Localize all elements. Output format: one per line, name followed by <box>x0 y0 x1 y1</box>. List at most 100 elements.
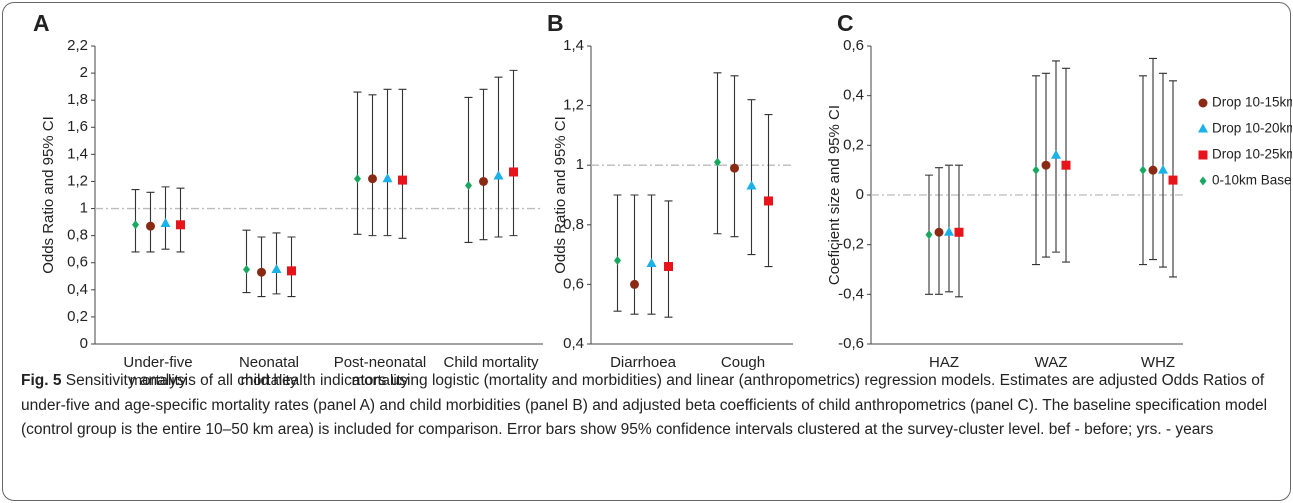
error-bar <box>494 76 503 238</box>
point <box>954 227 964 237</box>
y-tick-label: 0 <box>856 186 864 203</box>
y-tick-label: 0,8 <box>67 227 88 244</box>
error-bar <box>368 94 377 237</box>
error-bar <box>464 96 473 243</box>
y-tick-label: 1 <box>80 200 88 217</box>
y-tick-label: 0,4 <box>843 87 864 104</box>
x-tick-label: Post-neonatal mortality <box>333 354 427 389</box>
y-tick-label: 1,4 <box>67 145 88 162</box>
point <box>493 170 504 180</box>
y-tick-label: 0,6 <box>563 275 584 292</box>
point <box>1051 149 1061 159</box>
error-bar <box>272 232 281 295</box>
point <box>944 226 954 236</box>
point <box>176 220 185 230</box>
x-tick-label: HAZ <box>929 354 959 371</box>
panel-label: B <box>547 10 564 36</box>
point <box>746 180 757 190</box>
error-bar <box>664 200 673 318</box>
point <box>257 267 266 277</box>
y-tick-label: 0 <box>80 335 88 352</box>
y-tick-label: 0,4 <box>67 281 88 298</box>
point <box>714 157 721 167</box>
y-tick-label: -0,4 <box>838 285 864 302</box>
point <box>1061 160 1071 170</box>
point <box>1158 164 1168 174</box>
x-tick-label: Neonatal mortality <box>238 354 300 389</box>
error-bar <box>747 99 756 256</box>
legend-marker <box>1198 123 1208 133</box>
point <box>354 174 361 184</box>
error-bar <box>764 113 773 268</box>
point <box>630 279 639 289</box>
error-bar <box>176 187 185 253</box>
point <box>664 262 673 272</box>
point <box>1032 165 1040 175</box>
y-tick-label: -0,6 <box>838 335 864 352</box>
point <box>1148 165 1158 175</box>
point <box>614 256 621 266</box>
caption-label: Fig. 5 <box>21 372 62 389</box>
y-tick-label: 2,2 <box>67 37 88 54</box>
error-bar <box>647 194 656 315</box>
point <box>646 258 657 268</box>
y-tick-label: 1,2 <box>563 97 584 114</box>
y-tick-label: 1 <box>576 156 584 173</box>
point <box>368 174 377 184</box>
error-bar <box>479 88 488 241</box>
y-tick-label: 0,4 <box>563 335 584 352</box>
x-tick-label: Cough <box>720 354 766 371</box>
legend-marker <box>1198 98 1208 108</box>
error-bar <box>713 72 722 235</box>
error-bar <box>630 194 639 315</box>
y-tick-label: 0,2 <box>843 136 864 153</box>
error-bar <box>730 75 739 238</box>
x-tick-label: Under-five mortality <box>123 354 193 389</box>
error-bar <box>1149 57 1157 261</box>
y-tick-label: 1,8 <box>67 91 88 108</box>
point <box>271 264 282 273</box>
point <box>479 176 488 186</box>
caption: Fig. 5 Sensitivity analysis of all child… <box>21 369 1276 443</box>
legend-marker <box>1198 150 1208 160</box>
point <box>925 230 933 240</box>
error-bar <box>353 91 362 235</box>
y-tick-label: 0,6 <box>843 37 864 54</box>
point <box>934 227 944 237</box>
y-tick-label: 1,2 <box>67 172 88 189</box>
point <box>465 181 472 191</box>
point <box>243 265 250 274</box>
legend-label: Drop 10-20km <box>1212 121 1292 136</box>
y-tick-label: 0,6 <box>67 254 88 271</box>
point <box>382 173 393 183</box>
y-tick-label: 0,2 <box>67 308 88 325</box>
point <box>730 163 739 173</box>
point <box>764 196 773 206</box>
x-tick-label: WHZ <box>1140 354 1176 371</box>
point <box>146 221 155 231</box>
point <box>287 266 296 276</box>
error-bar <box>257 236 266 298</box>
point <box>132 220 139 230</box>
error-bar <box>613 194 622 312</box>
legend-label: Drop 10-25km <box>1212 147 1292 162</box>
y-axis-title: Odds Ratio and 95% CI <box>40 116 57 274</box>
panel-label: C <box>837 10 854 36</box>
chart: A Odds Ratio and 95% CI 0 0,2 0,4 0,6 0,8 1 1,2 1… <box>33 10 1292 352</box>
point <box>1168 175 1178 185</box>
panel-label: A <box>33 10 50 36</box>
y-axis-title: Odds Ratio and 95% CI <box>552 116 569 274</box>
y-tick-label: 0,8 <box>563 216 584 233</box>
legend-label: 0-10km Baseline <box>1212 173 1292 188</box>
y-axis-title: Coeficient size and 95% CI <box>826 105 843 285</box>
y-tick-label: 1,6 <box>67 118 88 135</box>
point <box>398 175 407 185</box>
point <box>1139 165 1147 175</box>
error-bar <box>383 88 392 237</box>
y-tick-label: 1,4 <box>563 37 584 54</box>
y-tick-label: 2 <box>80 64 88 81</box>
point <box>509 167 518 177</box>
y-tick-label: -0,2 <box>838 236 864 253</box>
point <box>1041 160 1051 170</box>
